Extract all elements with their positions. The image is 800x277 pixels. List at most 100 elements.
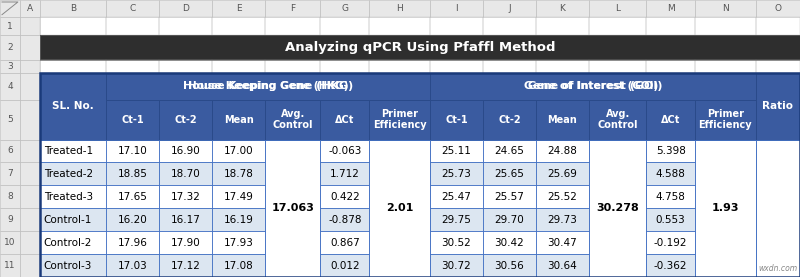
- Bar: [646, 140, 695, 162]
- Bar: [106, 100, 159, 140]
- Bar: [159, 254, 212, 277]
- Bar: [20, 254, 40, 277]
- Bar: [483, 60, 536, 73]
- Bar: [159, 208, 212, 231]
- Bar: [106, 208, 159, 231]
- Bar: [756, 17, 800, 35]
- Text: 17.03: 17.03: [118, 261, 147, 271]
- Bar: [430, 17, 483, 35]
- Bar: [212, 254, 265, 277]
- Bar: [0, 254, 20, 277]
- Bar: [646, 185, 695, 208]
- Bar: [536, 0, 589, 17]
- Text: I: I: [455, 4, 458, 13]
- Bar: [536, 231, 589, 254]
- Bar: [430, 60, 483, 73]
- Bar: [536, 17, 589, 35]
- Bar: [756, 73, 800, 140]
- Bar: [20, 208, 40, 231]
- Text: 30.72: 30.72: [442, 261, 471, 271]
- Bar: [589, 0, 646, 17]
- Bar: [40, 162, 106, 185]
- Bar: [646, 17, 695, 35]
- Text: 11: 11: [4, 261, 16, 270]
- Text: 25.65: 25.65: [494, 169, 524, 179]
- Bar: [483, 208, 536, 231]
- Bar: [159, 17, 212, 35]
- Text: 1.712: 1.712: [330, 169, 360, 179]
- Bar: [483, 140, 536, 162]
- Bar: [265, 0, 321, 17]
- Bar: [40, 185, 106, 208]
- Bar: [430, 254, 483, 277]
- Bar: [20, 60, 40, 73]
- Bar: [40, 254, 106, 277]
- Bar: [106, 185, 159, 208]
- Bar: [695, 0, 756, 17]
- Bar: [159, 185, 212, 208]
- Bar: [0, 185, 20, 208]
- Bar: [212, 254, 265, 277]
- Bar: [0, 162, 20, 185]
- Bar: [20, 140, 40, 162]
- Bar: [589, 17, 646, 35]
- Bar: [430, 162, 483, 185]
- Bar: [483, 0, 536, 17]
- Bar: [646, 254, 695, 277]
- Bar: [159, 162, 212, 185]
- Bar: [430, 208, 483, 231]
- Bar: [756, 60, 800, 73]
- Bar: [159, 60, 212, 73]
- Bar: [430, 0, 483, 17]
- Text: Control-2: Control-2: [44, 238, 92, 248]
- Bar: [212, 60, 265, 73]
- Bar: [20, 231, 40, 254]
- Text: B: B: [70, 4, 76, 13]
- Text: Ct-2: Ct-2: [174, 115, 197, 125]
- Bar: [369, 17, 430, 35]
- Bar: [106, 208, 159, 231]
- Bar: [536, 162, 589, 185]
- Bar: [483, 140, 536, 162]
- Bar: [265, 0, 321, 17]
- Bar: [106, 0, 159, 17]
- Bar: [321, 140, 369, 162]
- Bar: [20, 208, 40, 231]
- Bar: [106, 254, 159, 277]
- Bar: [369, 0, 430, 17]
- Bar: [40, 162, 106, 185]
- Bar: [106, 0, 159, 17]
- Bar: [212, 162, 265, 185]
- Bar: [321, 0, 369, 17]
- Text: 17.12: 17.12: [170, 261, 201, 271]
- Text: 17.063: 17.063: [271, 203, 314, 213]
- Text: Gene of Interest (GOI): Gene of Interest (GOI): [528, 81, 658, 91]
- Bar: [321, 185, 369, 208]
- Bar: [0, 100, 20, 140]
- Bar: [483, 162, 536, 185]
- Bar: [40, 17, 106, 35]
- Text: 17.32: 17.32: [170, 192, 201, 202]
- Text: 16.19: 16.19: [224, 215, 254, 225]
- Bar: [265, 140, 321, 277]
- Text: 7: 7: [7, 170, 13, 178]
- Bar: [0, 0, 20, 17]
- Bar: [106, 17, 159, 35]
- Bar: [40, 231, 106, 254]
- Bar: [483, 17, 536, 35]
- Bar: [106, 140, 159, 162]
- Bar: [695, 17, 756, 35]
- Bar: [430, 231, 483, 254]
- Text: 30.52: 30.52: [442, 238, 471, 248]
- Bar: [756, 73, 800, 140]
- Bar: [106, 73, 430, 100]
- Bar: [212, 17, 265, 35]
- Bar: [536, 208, 589, 231]
- Bar: [483, 17, 536, 35]
- Bar: [589, 60, 646, 73]
- Text: 10: 10: [4, 238, 16, 247]
- Text: M: M: [667, 4, 674, 13]
- Bar: [321, 60, 369, 73]
- Bar: [0, 0, 20, 17]
- Bar: [321, 208, 369, 231]
